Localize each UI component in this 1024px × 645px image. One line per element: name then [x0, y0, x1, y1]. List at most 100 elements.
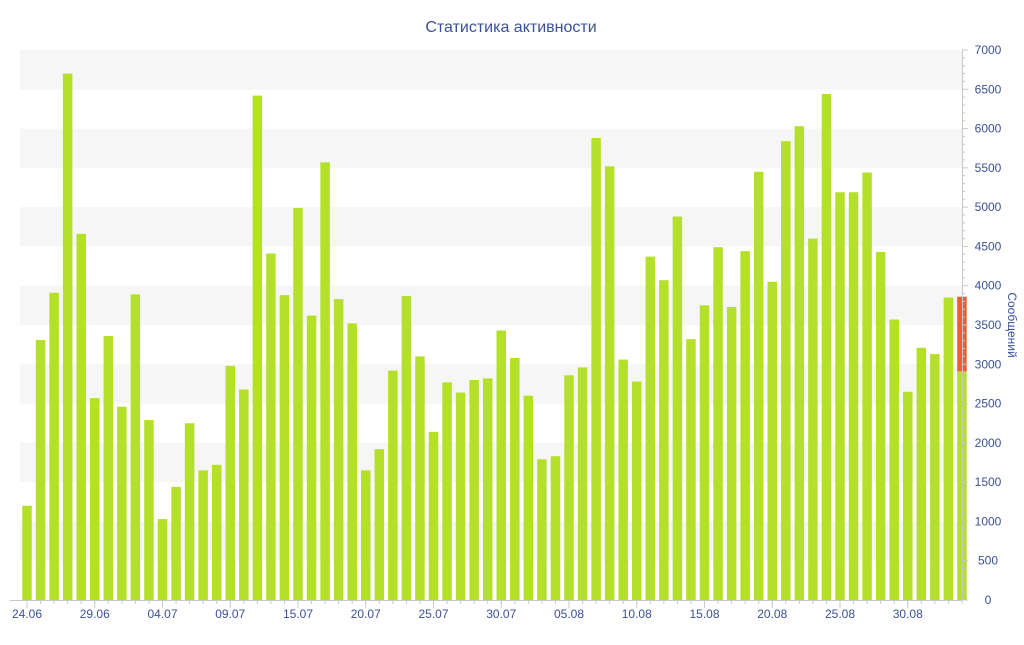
bar	[875, 251, 886, 600]
x-tick-label: 30.08	[893, 607, 923, 621]
y-axis-ticks: 0 500 1000 1500 2000 2500 3000 3500 4000 4500 5000…	[962, 43, 1002, 607]
y-tick-label: 3500	[975, 318, 1002, 332]
bar	[225, 365, 235, 600]
bar	[211, 464, 222, 600]
bar	[22, 505, 32, 600]
background-band	[20, 285, 962, 325]
bar	[482, 378, 493, 600]
background-bands	[20, 50, 962, 561]
bar	[686, 339, 696, 600]
bar	[117, 406, 127, 600]
bar	[862, 172, 872, 601]
bar	[808, 238, 818, 601]
bar	[293, 207, 303, 600]
bar	[943, 297, 954, 600]
bar	[577, 367, 588, 600]
bar	[835, 192, 845, 600]
bar	[794, 126, 805, 600]
bar	[510, 358, 520, 600]
bar	[916, 347, 927, 600]
bar	[537, 459, 547, 600]
x-tick-label: 04.07	[147, 607, 177, 621]
x-tick-label: 09.07	[215, 607, 245, 621]
y-tick-label: 6000	[975, 122, 1002, 136]
x-tick-label: 24.06	[12, 607, 42, 621]
bar	[903, 391, 913, 600]
bar	[198, 470, 208, 600]
x-tick-label: 15.07	[283, 607, 313, 621]
bar	[469, 380, 479, 600]
bar	[957, 371, 967, 600]
bar	[753, 171, 764, 601]
y-tick-label: 3000	[975, 357, 1002, 371]
y-tick-label: 7000	[975, 43, 1002, 57]
bar	[130, 294, 141, 600]
y-axis-label: Сообщений	[1005, 292, 1019, 357]
bar	[144, 420, 154, 600]
bar	[252, 95, 263, 601]
bar	[496, 330, 506, 600]
bar	[848, 192, 859, 600]
background-band	[20, 128, 962, 168]
bar	[523, 395, 534, 600]
bar	[333, 299, 344, 600]
y-tick-label: 2000	[975, 436, 1002, 450]
bar	[76, 233, 86, 600]
bar	[401, 295, 412, 600]
bar	[455, 392, 466, 600]
bar	[35, 339, 46, 600]
x-tick-label: 30.07	[486, 607, 516, 621]
bar	[239, 389, 249, 600]
y-tick-label: 5500	[975, 161, 1002, 175]
bar	[699, 305, 710, 600]
bar	[632, 381, 642, 600]
y-tick-label: 4000	[975, 279, 1002, 293]
bar	[930, 354, 940, 600]
bars	[22, 73, 967, 601]
bar	[713, 247, 723, 600]
bar	[428, 431, 439, 600]
bar	[564, 375, 574, 600]
bar	[740, 251, 750, 600]
background-band	[20, 50, 962, 90]
bar-highlight-segment	[957, 296, 967, 372]
bar	[604, 166, 615, 601]
x-tick-label: 10.08	[622, 607, 652, 621]
bar	[157, 519, 168, 600]
x-tick-label: 25.08	[825, 607, 855, 621]
bar	[374, 449, 385, 600]
bar	[726, 306, 737, 600]
bar	[821, 94, 832, 600]
bar	[388, 370, 398, 600]
bar	[442, 382, 452, 600]
y-tick-label: 6500	[975, 82, 1002, 96]
y-tick-label: 1000	[975, 514, 1002, 528]
bar	[171, 486, 181, 600]
bar	[49, 292, 59, 600]
bar	[645, 256, 656, 600]
bar	[266, 253, 276, 600]
x-tick-label: 29.06	[80, 607, 110, 621]
bar	[672, 216, 683, 601]
x-tick-label: 05.08	[554, 607, 584, 621]
chart-title: Статистика активности	[425, 19, 596, 36]
bar	[659, 280, 669, 600]
x-tick-label: 15.08	[689, 607, 719, 621]
y-tick-label: 0	[985, 593, 992, 607]
y-tick-label: 500	[978, 554, 998, 568]
bar	[306, 315, 317, 600]
bar	[347, 323, 357, 600]
bar	[550, 456, 561, 600]
bar	[591, 138, 601, 600]
bar	[889, 319, 899, 600]
bar	[90, 398, 100, 600]
y-tick-label: 1500	[975, 475, 1002, 489]
y-tick-label: 2500	[975, 397, 1002, 411]
x-axis-ticks: 24.06 29.06 04.07 09.07 15.07 20.07 25.07 30.07…	[12, 600, 963, 621]
bar	[62, 73, 73, 601]
x-tick-label: 20.08	[757, 607, 787, 621]
bar	[618, 359, 628, 600]
bar	[279, 295, 290, 600]
